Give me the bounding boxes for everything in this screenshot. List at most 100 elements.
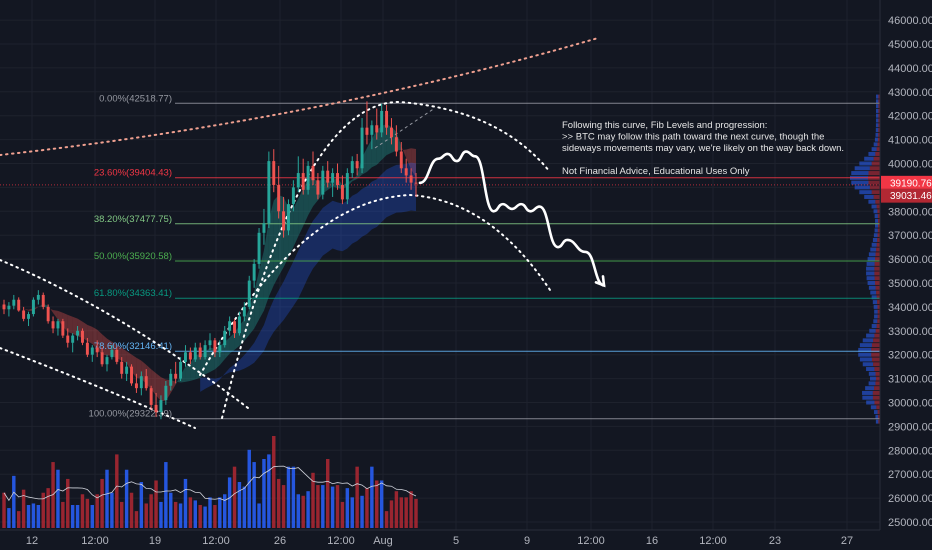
candle-body: [277, 185, 281, 212]
price-tag-label: 39190.76: [890, 178, 932, 189]
profile-bar: [877, 300, 880, 305]
profile-bar: [876, 204, 880, 209]
candle: [409, 168, 413, 190]
candle: [277, 165, 281, 219]
candle: [46, 304, 50, 324]
candle: [115, 347, 119, 365]
fib-label: 61.80%(34363.41): [94, 288, 172, 299]
annotation-text: Following this curve, Fib Levels and pro…: [562, 120, 844, 177]
candle-body: [360, 127, 364, 169]
upper-trend-curve: [0, 37, 599, 156]
profile-bar: [862, 338, 874, 343]
candle-body: [7, 305, 11, 310]
profile-bar: [878, 94, 880, 99]
candle-body: [370, 125, 374, 135]
ribbon-segment: [200, 352, 206, 378]
candle: [311, 151, 315, 186]
candle-body: [218, 345, 222, 353]
candle: [385, 104, 389, 135]
profile-bar: [862, 395, 873, 400]
volume-bar: [31, 503, 36, 528]
time-axis[interactable]: 12 12:00 19 12:00 26 12:00 Aug 5 9 12:00 16 12:00 23…: [0, 529, 932, 550]
ribbon-segment: [102, 334, 107, 356]
x-tick-label: 12:00: [577, 535, 605, 547]
volume-bar: [340, 501, 345, 528]
candle-body: [247, 280, 251, 307]
candle: [340, 175, 344, 205]
candle-body: [296, 173, 300, 188]
y-tick-label: 45000.00: [888, 39, 932, 51]
candle: [316, 173, 320, 200]
volume-bar: [306, 491, 310, 528]
candle: [262, 208, 266, 245]
profile-bar: [867, 257, 876, 262]
candle: [184, 345, 187, 367]
volume-bar: [227, 477, 232, 528]
candle-body: [331, 173, 335, 183]
volume-bar: [159, 501, 163, 528]
candle-body: [71, 335, 75, 343]
volume-bar: [370, 466, 374, 528]
volume-bar: [267, 454, 271, 528]
profile-bar: [872, 395, 880, 400]
curve-drawings: [0, 37, 599, 429]
arc-curve-large: [221, 100, 551, 419]
profile-bar: [875, 376, 880, 381]
volume-bar: [365, 488, 369, 528]
fibonacci-levels: 0.00%(42518.77) 23.60%(39404.43) 38.20%(37…: [0, 93, 880, 420]
candle: [134, 373, 138, 393]
downtrend-curve-upper: [0, 259, 249, 409]
profile-bar: [875, 123, 879, 128]
profile-bar: [868, 371, 876, 376]
candle: [306, 161, 310, 195]
candle: [7, 302, 11, 317]
volume-bar: [203, 506, 207, 528]
candle-body: [291, 187, 295, 205]
candle: [36, 290, 40, 305]
candle: [95, 340, 99, 358]
price-axis[interactable]: 25000.00 26000.00 27000.00 28000.00 29000.00…: [879, 0, 932, 530]
fib-label: 38.20%(37477.75): [94, 214, 172, 225]
profile-bar: [873, 233, 878, 238]
profile-bar: [858, 352, 872, 357]
candle-body: [282, 211, 286, 231]
candle-body: [144, 376, 148, 389]
profile-bar: [875, 132, 879, 137]
volume-bar: [247, 449, 251, 528]
candle-body: [134, 383, 138, 389]
price-axis-background: [880, 0, 932, 530]
candle: [90, 345, 94, 362]
volume-bar: [85, 498, 90, 528]
volume-bar: [110, 492, 114, 528]
candle-body: [41, 294, 45, 307]
profile-bar: [866, 333, 875, 338]
candle: [267, 151, 271, 229]
candle-body: [365, 127, 369, 135]
candle-body: [130, 366, 133, 384]
profile-bar: [878, 123, 880, 128]
profile-bar: [874, 367, 880, 372]
profile-bar: [875, 99, 879, 104]
candle-body: [105, 357, 109, 365]
candle-body: [223, 330, 227, 346]
volume-bar: [296, 494, 301, 528]
profile-bar: [871, 295, 877, 300]
volume-bar: [394, 491, 399, 528]
y-tick-label: 30000.00: [888, 398, 932, 410]
candle: [365, 101, 369, 145]
profile-bar: [875, 285, 880, 290]
volume-bar: [56, 469, 60, 528]
profile-bar: [875, 381, 880, 386]
ribbon-segment: [381, 124, 387, 160]
profile-bar: [868, 171, 880, 176]
candle: [12, 294, 16, 310]
volume-bar: [12, 475, 16, 528]
candle-body: [22, 310, 26, 319]
candle: [218, 340, 222, 358]
volume-bar: [178, 503, 183, 528]
profile-bar: [864, 194, 874, 199]
annotation-line: sideways movements may vary, we're likel…: [562, 143, 844, 154]
time-axis-background: [0, 530, 932, 550]
